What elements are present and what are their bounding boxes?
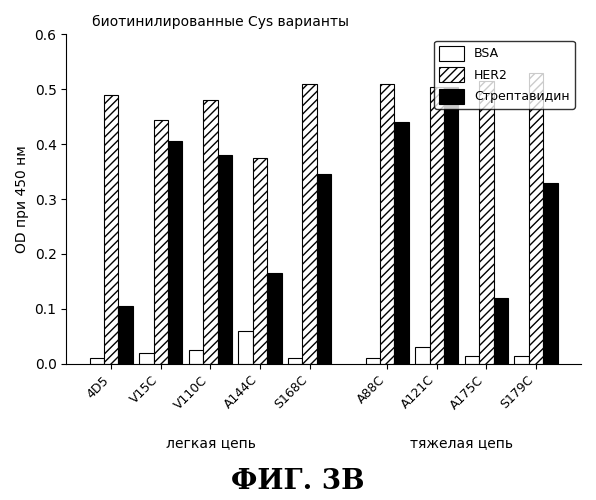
- Bar: [465, 356, 479, 364]
- Bar: [380, 84, 395, 364]
- Bar: [493, 298, 508, 364]
- Bar: [139, 353, 154, 364]
- Y-axis label: OD при 450 нм: OD при 450 нм: [15, 145, 29, 253]
- Bar: [430, 86, 444, 364]
- Bar: [238, 331, 253, 364]
- Bar: [529, 73, 543, 364]
- Bar: [395, 122, 409, 364]
- Bar: [543, 182, 558, 364]
- Text: биотинилированные Cys варианты: биотинилированные Cys варианты: [92, 15, 349, 29]
- Legend: BSA, HER2, Стрептавидин: BSA, HER2, Стрептавидин: [434, 40, 575, 109]
- Text: легкая цепь: легкая цепь: [166, 436, 256, 450]
- Bar: [514, 356, 529, 364]
- Bar: [415, 348, 430, 364]
- Bar: [218, 155, 232, 364]
- Bar: [365, 358, 380, 364]
- Bar: [168, 142, 182, 364]
- Bar: [104, 95, 119, 364]
- Bar: [89, 358, 104, 364]
- Bar: [479, 81, 493, 364]
- Bar: [203, 100, 218, 364]
- Bar: [119, 306, 133, 364]
- Bar: [317, 174, 331, 364]
- Bar: [444, 86, 458, 364]
- Bar: [154, 120, 168, 364]
- Bar: [302, 84, 317, 364]
- Text: ФИГ. 3В: ФИГ. 3В: [231, 468, 365, 495]
- Bar: [189, 350, 203, 364]
- Text: тяжелая цепь: тяжелая цепь: [410, 436, 513, 450]
- Bar: [267, 273, 282, 364]
- Bar: [253, 158, 267, 364]
- Bar: [288, 358, 302, 364]
